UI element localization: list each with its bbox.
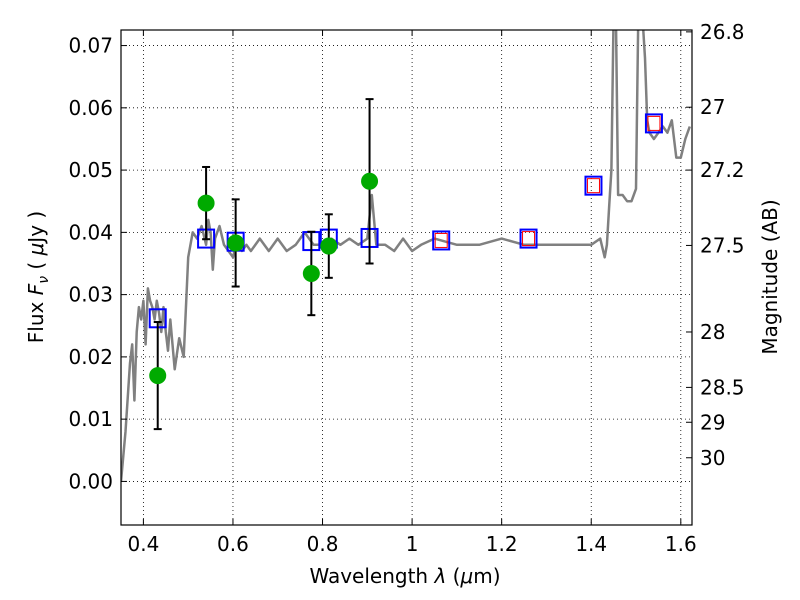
x-tick-label: 1 [406,532,419,556]
observed-data-point [149,367,167,385]
ir-photometry-marker [586,178,600,194]
y-axis-title: Flux Fν ( μJy ) [24,211,52,343]
x-tick-label: 1.4 [575,532,607,556]
model-photometry-marker [519,228,538,249]
x-axis-title: Wavelength λ (μm) [309,564,500,588]
model-photometry-marker [432,230,451,251]
observed-data-point [361,172,379,190]
observed-data-point [227,234,245,252]
y2-tick-label: 27.2 [700,158,745,182]
ir-photometry-marker [647,115,661,131]
model-photometry-marker [584,175,603,196]
x-tick-label: 0.4 [127,532,159,556]
grid-lines [121,30,692,525]
observed-data-point [197,194,215,212]
plot-area [121,30,691,482]
y2-tick-label: 27.5 [700,233,745,257]
x-tick-label: 1.6 [665,532,697,556]
y2-tick-label: 28.5 [700,375,745,399]
y-tick-label: 0.01 [68,407,113,431]
y-tick-label: 0.05 [68,158,113,182]
y-tick-label: 0.00 [68,469,113,493]
y2-axis-title: Magnitude (AB) [758,199,782,354]
x-tick-label: 1.2 [486,532,518,556]
x-tick-label: 0.8 [307,532,339,556]
y2-tick-label: 26.8 [700,20,745,44]
y2-tick-label: 28 [700,320,725,344]
axis-ticks: 0.4 0.6 0.8 1 1.2 1.4 1.6 0.00 0.01 0.02 0.03 0.04 0… [68,20,744,556]
y-tick-label: 0.06 [68,96,113,120]
model-photometry-marker [644,113,663,134]
ir-photometry-marker [522,231,536,247]
y2-tick-label: 30 [700,446,725,470]
observed-data-point [302,264,320,282]
y2-tick-label: 29 [700,410,725,434]
y2-tick-label: 27 [700,95,725,119]
observed-data-point [320,237,338,255]
y-tick-label: 0.02 [68,345,113,369]
spectrum-line [121,30,691,482]
y-tick-label: 0.07 [68,34,113,58]
y-tick-label: 0.04 [68,220,113,244]
x-tick-label: 0.6 [217,532,249,556]
ir-photometry-marker [434,232,448,248]
plot-frame [120,29,693,526]
y-tick-label: 0.03 [68,283,113,307]
